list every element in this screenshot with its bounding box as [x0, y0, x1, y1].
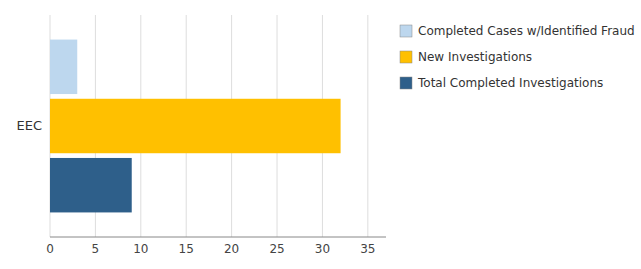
- x-tick-label: 30: [315, 242, 330, 256]
- legend: Completed Cases w/Identified Fraud New In…: [400, 24, 635, 90]
- x-tick-label: 25: [269, 242, 284, 256]
- x-ticks: 0 5 10 15 20 25 30 35: [46, 242, 375, 256]
- x-tick-label: 15: [179, 242, 194, 256]
- bar: [50, 99, 341, 153]
- legend-label: New Investigations: [418, 50, 532, 64]
- legend-label: Completed Cases w/Identified Fraud: [418, 24, 635, 38]
- legend-swatch: [400, 25, 412, 37]
- grid-line: [367, 15, 368, 237]
- legend-swatch: [400, 77, 412, 89]
- y-tick-label: EEC: [16, 118, 42, 133]
- bars: [50, 40, 341, 213]
- x-tick-label: 0: [46, 242, 54, 256]
- legend-label: Total Completed Investigations: [417, 76, 603, 90]
- bar: [50, 40, 77, 94]
- x-tick-label: 20: [224, 242, 239, 256]
- x-axis-line: [50, 237, 386, 238]
- x-tick-label: 35: [360, 242, 375, 256]
- chart-svg: 0 5 10 15 20 25 30 35 EEC Completed Cases w/Ident…: [0, 0, 641, 269]
- grid: [50, 15, 368, 237]
- y-ticks: EEC: [16, 118, 42, 133]
- x-tick-label: 5: [92, 242, 100, 256]
- bar: [50, 158, 132, 212]
- chart-container: 0 5 10 15 20 25 30 35 EEC Completed Cases w/Ident…: [0, 0, 641, 269]
- legend-swatch: [400, 51, 412, 63]
- x-tick-label: 10: [133, 242, 148, 256]
